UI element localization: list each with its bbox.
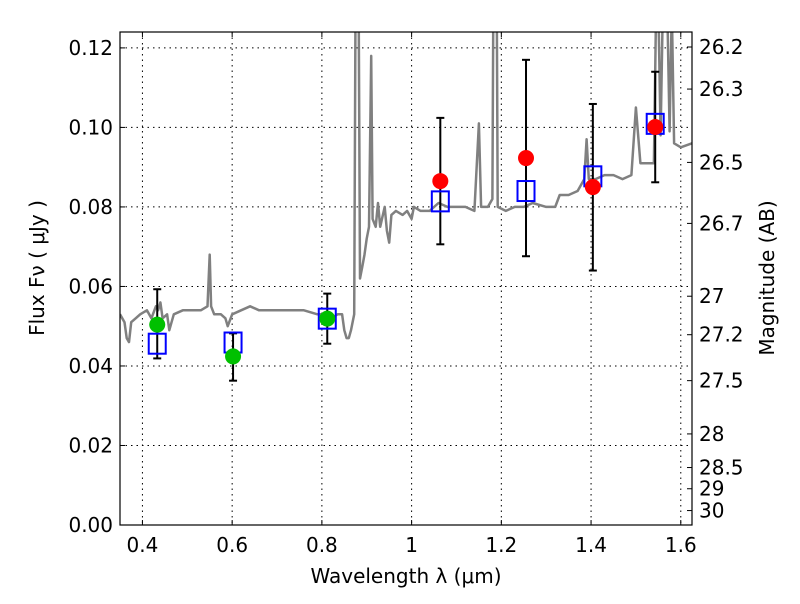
right-tick-label: 28 <box>699 422 724 446</box>
model-square-marker <box>317 307 337 330</box>
x-tick-label: 0.6 <box>216 533 248 557</box>
grid <box>120 32 692 525</box>
x-axis-label: Wavelength λ (μm) <box>310 564 501 588</box>
right-tick-label: 27.2 <box>699 323 744 347</box>
y-axis-label: Flux Fν ( μJy ) <box>25 200 49 336</box>
right-tick-label: 26.3 <box>699 77 744 101</box>
plot-frame <box>119 31 693 526</box>
nir-point <box>432 173 449 190</box>
spectrum-line <box>120 32 692 344</box>
right-tick-label: 30 <box>699 499 724 523</box>
right-tick-label: 28.5 <box>699 456 744 480</box>
right-tick-label: 26.5 <box>699 150 744 174</box>
nir-point <box>584 179 601 196</box>
y-tick-label: 0.00 <box>68 513 113 537</box>
x-tick-label: 1.6 <box>665 533 697 557</box>
y-tick-label: 0.08 <box>68 195 113 219</box>
right-axis-label: Magnitude (AB) <box>755 200 779 355</box>
nir-point <box>647 119 664 136</box>
nir-point <box>518 150 535 167</box>
right-tick-label: 27 <box>699 284 724 308</box>
optical-point <box>319 310 336 327</box>
marks-layer <box>147 58 665 382</box>
model-square-marker <box>147 332 167 355</box>
right-tick-label: 26.7 <box>699 211 744 235</box>
right-tick-label: 29 <box>699 477 724 501</box>
x-tick-label: 1.2 <box>485 533 517 557</box>
model-square-marker <box>430 190 450 213</box>
y-tick-label: 0.04 <box>68 354 113 378</box>
y-tick-label: 0.06 <box>68 274 113 298</box>
x-tick-label: 0.8 <box>306 533 338 557</box>
ticks: 0.4 0.6 0.8 1 1.2 1.4 1.6 0.00 0.02 0.04 0.06 0.08 0… <box>68 32 744 557</box>
x-tick-label: 1 <box>405 533 418 557</box>
optical-point <box>225 348 242 365</box>
x-tick-label: 1.4 <box>575 533 607 557</box>
right-tick-label: 27.5 <box>699 369 744 393</box>
right-tick-label: 26.2 <box>699 35 744 59</box>
model-square-marker <box>516 180 536 203</box>
spectrum-layer <box>120 32 692 344</box>
x-tick-label: 0.4 <box>127 533 159 557</box>
y-tick-label: 0.02 <box>68 433 113 457</box>
y-tick-label: 0.12 <box>68 36 113 60</box>
y-tick-label: 0.10 <box>68 115 113 139</box>
optical-point <box>149 316 166 333</box>
